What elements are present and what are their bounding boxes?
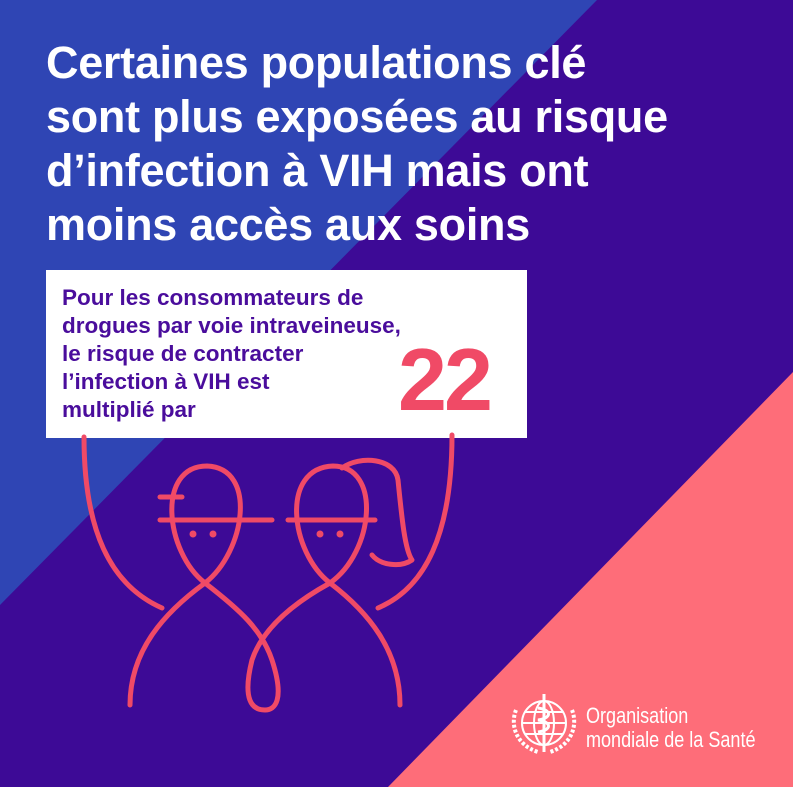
headline-line: sont plus exposées au risque <box>46 91 668 142</box>
headline: Certaines populations clé sont plus expo… <box>46 36 786 252</box>
who-emblem-icon <box>511 694 577 754</box>
who-name-line: Organisation <box>586 703 689 728</box>
headline-line: moins accès aux soins <box>46 199 530 250</box>
statistic-sign: Pour les consommateurs de drogues par vo… <box>46 270 527 438</box>
statistic-line: le risque de contracter <box>62 341 304 366</box>
who-logo: Organisation mondiale de la Santé <box>508 690 778 760</box>
headline-line: Certaines populations clé <box>46 37 587 88</box>
statistic-value: 22 <box>398 330 493 429</box>
headline-line: d’infection à VIH mais ont <box>46 145 589 196</box>
statistic-text: Pour les consommateurs de drogues par vo… <box>62 284 401 424</box>
who-name: Organisation mondiale de la Santé <box>586 704 755 752</box>
statistic-line: drogues par voie intraveineuse, <box>62 313 401 338</box>
statistic-line: l’infection à VIH est <box>62 369 270 394</box>
background-pink-triangle <box>388 372 793 787</box>
statistic-line: multiplié par <box>62 397 196 422</box>
who-name-line: mondiale de la Santé <box>586 727 756 752</box>
statistic-line: Pour les consommateurs de <box>62 285 364 310</box>
